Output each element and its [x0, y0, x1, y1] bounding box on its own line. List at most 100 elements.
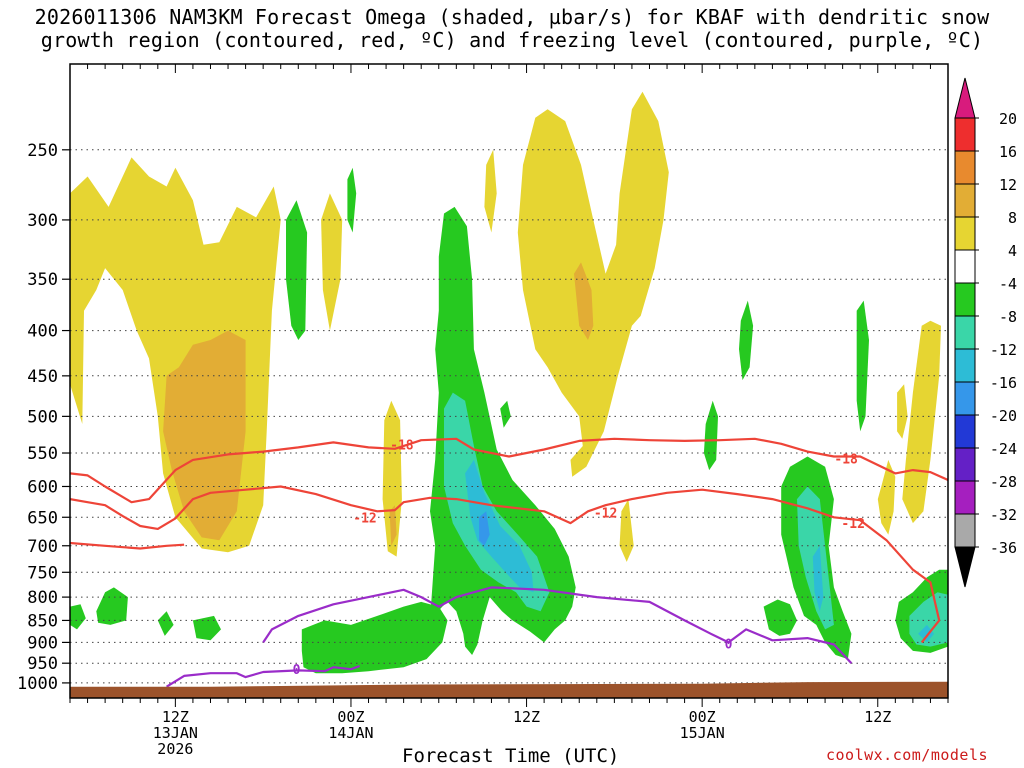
yellow-region-east-2 [897, 384, 908, 439]
orange-region-strip-2 [389, 505, 397, 546]
colorbar-label: -20 [990, 407, 1017, 425]
green-region-small-3 [703, 400, 718, 471]
x-tick-label: 12Z [162, 708, 189, 726]
chart-title: 2026011306 NAM3KM Forecast Omega (shaded… [0, 6, 1024, 52]
colorbar-label: 4 [1008, 242, 1017, 260]
y-tick-label-850: 850 [27, 611, 58, 631]
y-tick-label-750: 750 [27, 563, 58, 583]
colorbar-swatch [954, 249, 976, 284]
green-region-east-streak [856, 300, 869, 432]
colorbar-label: -28 [990, 473, 1017, 491]
colorbar-top-arrow [954, 77, 976, 119]
y-tick-label-450: 450 [27, 367, 58, 387]
colorbar: 20 16 12 8 4 -4 -8 -12 -16 -20 -24 -28 -32 -36 [954, 77, 1017, 588]
x-tick-label: 2026 [157, 740, 193, 758]
green-region-low-west [301, 601, 448, 674]
green-region-small-4 [739, 300, 754, 381]
ground-fill [70, 681, 948, 698]
contour-label-dendritic-minus-18-0: -18 [390, 439, 414, 454]
contour-dendritic-minus-18 [70, 437, 948, 504]
colorbar-swatch [954, 348, 976, 383]
colorbar-label: -16 [990, 374, 1017, 392]
cyan-region-core-2 [812, 545, 824, 612]
x-axis-label: Forecast Time (UTC) [402, 745, 620, 767]
orange-region-west [163, 330, 246, 541]
yellow-region-strip-2 [382, 400, 402, 557]
colorbar-label: -12 [990, 341, 1017, 359]
green-region-west-dot-3 [192, 615, 221, 641]
y-tick-label-700: 700 [27, 537, 58, 557]
colorbar-swatch [954, 480, 976, 515]
contour-label-freezing-level-0-0: 0 [725, 637, 733, 652]
colorbar-label: -32 [990, 506, 1017, 524]
x-tick-label: 15JAN [680, 724, 725, 742]
x-tick-label: 12Z [864, 708, 891, 726]
colorbar-bottom-arrow [954, 546, 976, 588]
contour-label-freezing-level-0-lower-0: 0 [293, 663, 301, 678]
contour-label-dendritic-minus-12-1: -12 [594, 506, 617, 521]
y-tick-label-900: 900 [27, 633, 58, 653]
x-tick-label: 13JAN [153, 724, 198, 742]
y-tick-label-550: 550 [27, 444, 58, 464]
colorbar-label: 8 [1008, 209, 1017, 227]
colorbar-swatch [954, 282, 976, 317]
yellow-region-small-2 [619, 499, 634, 562]
colorbar-swatch [954, 447, 976, 482]
colorbar-swatch [954, 183, 976, 218]
colorbar-swatch [954, 381, 976, 416]
x-tick-label: 00Z [337, 708, 364, 726]
colorbar-label: -8 [999, 308, 1017, 326]
orange-region-central [574, 262, 594, 340]
contour-label-dendritic-minus-12-0: -12 [353, 511, 376, 526]
green-region-west-dot-2 [157, 611, 174, 636]
y-tick-label-650: 650 [27, 508, 58, 528]
colorbar-swatch [954, 117, 976, 152]
colorbar-label: -36 [990, 539, 1017, 557]
y-tick-label-250: 250 [27, 141, 58, 161]
green-region-small-2 [500, 400, 511, 428]
credit-link[interactable]: coolwx.com/models [826, 746, 989, 764]
colorbar-label: 12 [999, 176, 1017, 194]
chart-title-line1: 2026011306 NAM3KM Forecast Omega (shaded… [34, 5, 990, 29]
green-region-west-dot-1 [96, 587, 128, 625]
contour-dendritic-minus-12-lower [70, 541, 185, 550]
colorbar-swatch [954, 513, 976, 548]
contour-label-dendritic-minus-18-1: -18 [834, 453, 858, 468]
y-tick-label-350: 350 [27, 270, 58, 290]
cyan-region-core-1 [465, 459, 534, 593]
green-region-thin-1 [347, 167, 357, 233]
colorbar-swatch [954, 414, 976, 449]
gridlines [70, 149, 948, 684]
omega-shading [70, 91, 948, 674]
colorbar-label: 20 [999, 110, 1017, 128]
blue-region-core-1 [479, 511, 490, 546]
y-tick-label-950: 950 [27, 654, 58, 674]
y-axis: 2503003504004505005506006507007508008509… [17, 141, 70, 694]
contour-lines: -18 -18 -12 -12 -12 0 0 [70, 437, 948, 688]
y-tick-label-600: 600 [27, 477, 58, 497]
yellow-region-east-lower [877, 459, 896, 535]
green-region-east-low [763, 599, 797, 636]
y-tick-label-400: 400 [27, 322, 58, 342]
y-tick-label-800: 800 [27, 588, 58, 608]
colorbar-swatch [954, 150, 976, 185]
contour-dendritic-minus-12 [70, 485, 941, 644]
colorbar-swatch [954, 216, 976, 251]
contour-freezing-level-0 [262, 586, 853, 664]
y-tick-label-300: 300 [27, 211, 58, 231]
chart-title-line2: growth region (contoured, red, ºC) and f… [40, 28, 984, 52]
yellow-region-west [70, 157, 281, 553]
green-region-strip [286, 200, 308, 340]
ground-surface [70, 681, 948, 698]
yellow-region-central [517, 91, 669, 477]
y-tick-label-500: 500 [27, 407, 58, 427]
contour-label-dendritic-minus-12-2: -12 [841, 517, 864, 532]
yellow-region-east [902, 320, 941, 524]
yellow-region-small-1 [484, 149, 497, 233]
x-tick-label: 14JAN [328, 724, 373, 742]
x-tick-label: 12Z [513, 708, 540, 726]
contour-freezing-level-0-lower [166, 664, 361, 688]
colorbar-label: -24 [990, 440, 1017, 458]
green-region-west-dot-4 [70, 604, 86, 630]
